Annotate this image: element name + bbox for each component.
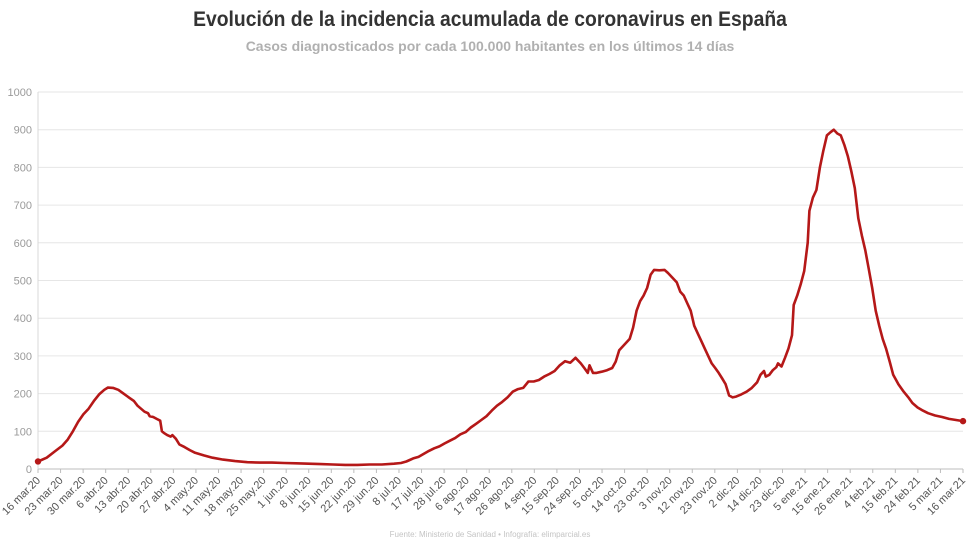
y-tick-label: 700 (14, 200, 32, 212)
y-tick-label: 100 (14, 426, 32, 438)
y-tick-label: 800 (14, 162, 32, 174)
chart-title: Evolución de la incidencia acumulada de … (193, 8, 787, 31)
incidence-series-line (36, 128, 965, 467)
y-tick-label: 200 (14, 389, 32, 401)
y-tick-label: 300 (14, 351, 32, 363)
series-end-point (959, 417, 967, 425)
chart-subtitle: Casos diagnosticados por cada 100.000 ha… (245, 38, 735, 54)
plot-area (34, 128, 967, 467)
y-axis: 0 100 200 300 400 500 600 700 800 900 1000 (8, 87, 32, 476)
series-start-point (34, 458, 42, 465)
y-tick-label: 500 (14, 276, 32, 288)
y-tick-label: 400 (14, 313, 32, 325)
y-tick-label: 1000 (8, 87, 32, 99)
source-credit: Fuente: Ministerio de Sanidad • Infograf… (389, 530, 591, 539)
y-tick-label: 900 (14, 125, 32, 137)
y-tick-label: 600 (14, 238, 32, 250)
y-tick-label: 0 (26, 464, 32, 476)
